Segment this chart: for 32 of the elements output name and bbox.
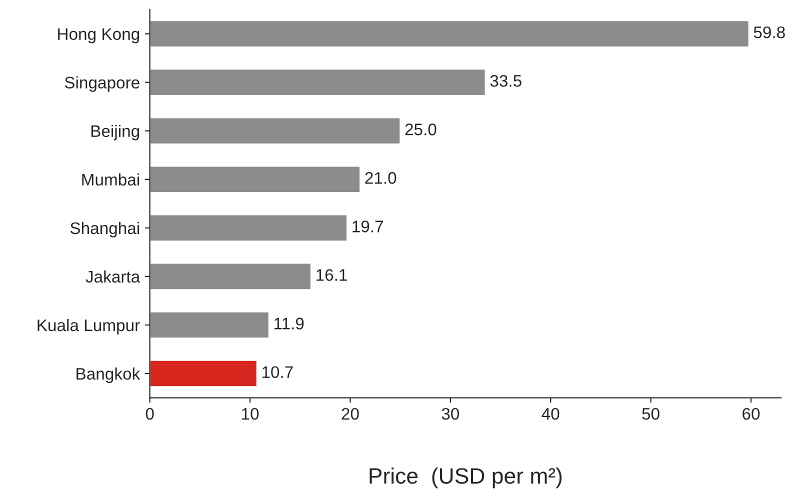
data-label: 25.0 (405, 124, 436, 136)
x-tick-label: 30 (442, 408, 460, 420)
y-tick-label: Kuala Lumpur (38, 318, 140, 334)
bar (150, 310, 270, 340)
y-tick-label: Jakarta (86, 270, 140, 283)
y-tick-label: Hong Kong (58, 28, 140, 44)
data-label: 59.8 (754, 26, 785, 38)
data-label: 33.5 (490, 74, 522, 87)
bar (150, 214, 348, 242)
x-tick-label: 60 (742, 408, 760, 420)
x-axis-title: Price (USD per m²) (370, 467, 562, 488)
x-tick-label: 50 (642, 408, 660, 420)
data-label: 19.7 (352, 220, 383, 232)
data-label: 16.1 (316, 269, 347, 281)
x-tick-label: 0 (146, 408, 154, 420)
bar (150, 116, 402, 145)
bar (150, 68, 486, 96)
x-tick-label: 20 (342, 408, 359, 420)
bar (150, 165, 361, 194)
y-tick-label: Beijing (91, 124, 140, 140)
x-tick-label: 10 (242, 408, 259, 420)
x-tick-label: 40 (542, 408, 560, 420)
bar (150, 359, 258, 388)
bar (150, 20, 750, 48)
data-label: 21.0 (365, 172, 396, 184)
y-tick-label: Bangkok (76, 367, 140, 384)
data-label: 11.9 (274, 318, 304, 330)
y-tick-label: Mumbai (82, 173, 139, 186)
y-tick-label: Singapore (64, 76, 140, 92)
data-label: 10.7 (262, 366, 293, 378)
bar (150, 262, 312, 290)
y-tick-label: Shanghai (70, 222, 139, 238)
